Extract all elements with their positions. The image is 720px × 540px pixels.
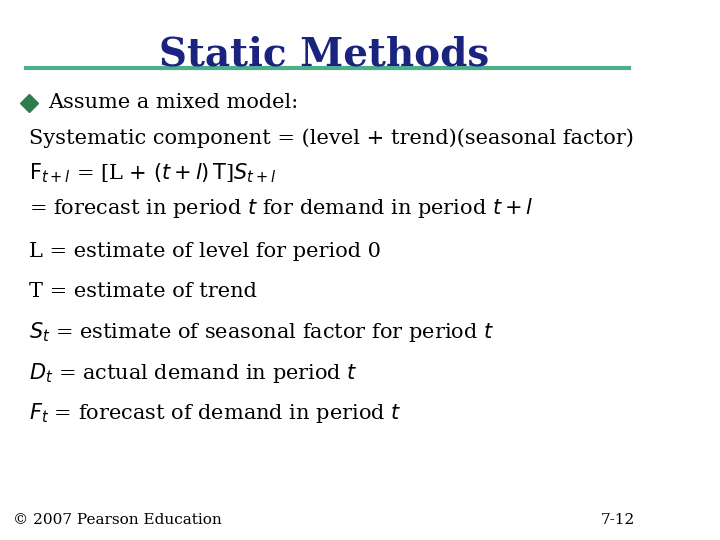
Text: $D_t$ = actual demand in period $t$: $D_t$ = actual demand in period $t$: [30, 361, 358, 384]
Text: L = estimate of level for period 0: L = estimate of level for period 0: [30, 241, 381, 261]
Text: Static Methods: Static Methods: [159, 35, 489, 73]
Text: © 2007 Pearson Education: © 2007 Pearson Education: [13, 512, 222, 526]
Text: Systematic component = (level + trend)(seasonal factor): Systematic component = (level + trend)(s…: [30, 128, 634, 147]
Text: 7-12: 7-12: [600, 512, 635, 526]
Text: $S_t$ = estimate of seasonal factor for period $t$: $S_t$ = estimate of seasonal factor for …: [30, 320, 495, 344]
Text: $\mathrm{F}_{t+l}$ = [L + $(t + l)\,\mathrm{T}$]$S_{t+l}$: $\mathrm{F}_{t+l}$ = [L + $(t + l)\,\mat…: [30, 161, 276, 185]
Text: $F_t$ = forecast of demand in period $t$: $F_t$ = forecast of demand in period $t$: [30, 401, 402, 425]
Text: = forecast in period $t$ for demand in period $t + l$: = forecast in period $t$ for demand in p…: [30, 196, 534, 220]
Text: T = estimate of trend: T = estimate of trend: [30, 282, 257, 301]
Text: Assume a mixed model:: Assume a mixed model:: [49, 93, 299, 112]
